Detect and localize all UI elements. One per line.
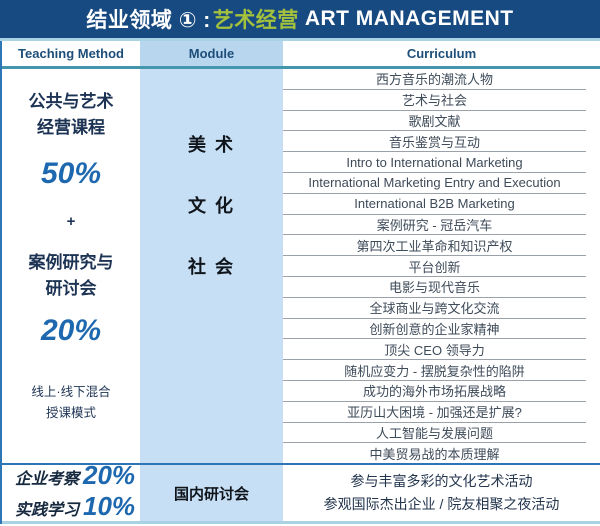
teaching-mode: 线上·线下混合 授课模式 (31, 382, 110, 424)
bottom-border-line (2, 521, 600, 524)
module-item: 美 术 (187, 135, 235, 155)
curriculum-row: 第四次工业革命和知识产权 (283, 235, 586, 257)
curriculum-row: 西方音乐的潮流人物 (283, 69, 586, 90)
header-curriculum: Curriculum (283, 41, 600, 66)
bottom-divider (2, 463, 600, 465)
case-block-line1: 案例研究与 (28, 253, 114, 272)
bottom-curriculum: 参与丰富多彩的文化艺术活动参观国际杰出企业 / 院友相聚之夜活动 (283, 465, 600, 521)
teaching-mode-line1: 线上·线下混合 (31, 385, 111, 399)
module-item: 社 会 (187, 257, 235, 277)
curriculum-row: 全球商业与跨文化交流 (283, 298, 586, 319)
bottom-section: 企业考察 20% 实践学习 10% 国内研讨会 参与丰富多彩的文化艺术活动参观国… (2, 462, 600, 524)
course-block-percent: 50% (40, 157, 102, 190)
title-underline (0, 38, 600, 41)
curriculum-row: 创新创意的企业家精神 (283, 319, 586, 340)
curriculum-row: 随机应变力 - 摆脱复杂性的陷阱 (283, 360, 586, 381)
column-headers: Teaching Method Module Curriculum (2, 41, 600, 66)
bottom-teaching-method: 企业考察 20% 实践学习 10% (2, 462, 140, 524)
teaching-method-column: 公共与艺术 经营课程 50% + 案例研究与 研讨会 20% 线上·线下混合 授… (2, 69, 140, 463)
module-column: 美 术文 化社 会 (140, 69, 283, 463)
case-block-percent: 20% (40, 314, 102, 347)
case-block-title: 案例研究与 研讨会 (29, 250, 114, 302)
course-block-title: 公共与艺术 经营课程 (29, 89, 114, 141)
curriculum-row: 成功的海外市场拓展战略 (283, 381, 586, 402)
curriculum-row: 平台创新 (283, 256, 586, 277)
teaching-mode-line2: 授课模式 (45, 406, 96, 420)
practice-learning-row: 实践学习 10% (10, 493, 140, 524)
title-highlight: 艺术经营 (212, 9, 299, 32)
bottom-activity-line: 参观国际杰出企业 / 院友相聚之夜活动 (323, 496, 560, 512)
practice-learning-percent: 10% (82, 491, 136, 521)
plus-sign: + (66, 213, 76, 230)
curriculum-row: 电影与现代音乐 (283, 277, 586, 298)
curriculum-row: 人工智能与发展问题 (283, 423, 586, 444)
header-teaching-method: Teaching Method (2, 41, 140, 66)
case-block-line2: 研讨会 (45, 279, 97, 298)
curriculum-column: 西方音乐的潮流人物 艺术与社会 歌剧文献 音乐鉴赏与互动 Intro to Intern… (283, 69, 600, 463)
title-suffix: ART MANAGEMENT (304, 7, 514, 30)
curriculum-row: 案例研究 - 冠岳汽车 (283, 215, 586, 236)
table-body: 公共与艺术 经营课程 50% + 案例研究与 研讨会 20% 线上·线下混合 授… (2, 69, 600, 463)
company-visit-label: 企业考察 (14, 471, 79, 488)
header-module: Module (140, 41, 283, 66)
course-block-line1: 公共与艺术 (28, 92, 114, 111)
domestic-seminar-cell: 国内研讨会 (140, 465, 283, 521)
title-prefix: 结业领域 ① : (86, 9, 211, 32)
curriculum-row: International Marketing Entry and Execut… (283, 173, 586, 194)
curriculum-row: 顶尖 CEO 领导力 (283, 339, 586, 361)
module-item: 文 化 (187, 196, 235, 216)
company-visit-row: 企业考察 20% (10, 462, 140, 493)
curriculum-row: 中美贸易战的本质理解 (369, 446, 500, 462)
curriculum-row: 歌剧文献 (283, 111, 586, 132)
curriculum-row: International B2B Marketing (283, 194, 586, 215)
practice-learning-label: 实践学习 (14, 502, 79, 519)
bottom-activity-line: 参与丰富多彩的文化艺术活动 (350, 473, 533, 489)
curriculum-row: 亚历山大困境 - 加强还是扩展? (283, 402, 586, 423)
course-block-line2: 经营课程 (37, 118, 105, 137)
header-divider (2, 66, 600, 69)
curriculum-row: 艺术与社会 (283, 90, 586, 111)
curriculum-row: Intro to International Marketing (283, 152, 586, 173)
title-bar: 结业领域 ① : 艺术经营 ART MANAGEMENT (0, 0, 600, 38)
company-visit-percent: 20% (82, 460, 136, 490)
curriculum-row: 音乐鉴赏与互动 (283, 131, 586, 153)
table-content: Teaching Method Module Curriculum 公共与艺术 … (0, 41, 600, 524)
